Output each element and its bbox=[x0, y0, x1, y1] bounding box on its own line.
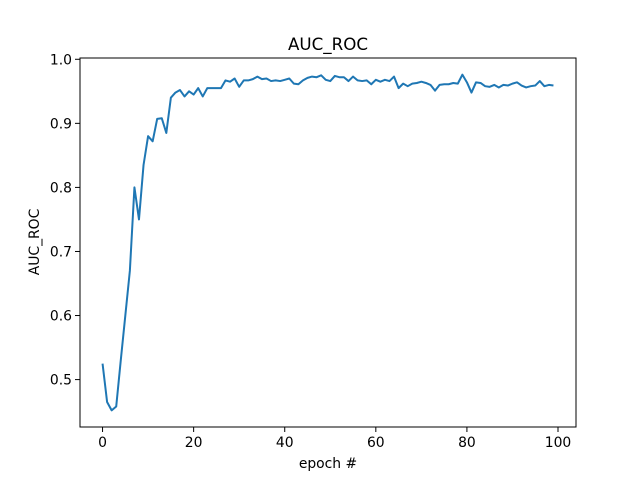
x-tick-label: 100 bbox=[545, 435, 572, 451]
y-tick-label: 1.0 bbox=[50, 52, 72, 68]
y-axis-label: AUC_ROC bbox=[27, 209, 43, 276]
x-tick-label: 40 bbox=[276, 435, 294, 451]
x-tick-label: 0 bbox=[98, 435, 107, 451]
x-tick-label: 80 bbox=[458, 435, 476, 451]
chart-title: AUC_ROC bbox=[288, 34, 368, 55]
y-tick-label: 0.6 bbox=[50, 309, 72, 325]
y-tick-label: 0.5 bbox=[50, 373, 72, 389]
x-axis-label: epoch # bbox=[299, 456, 357, 472]
x-tick-label: 20 bbox=[185, 435, 203, 451]
x-tick-label: 60 bbox=[367, 435, 385, 451]
y-tick-label: 0.7 bbox=[50, 244, 72, 260]
y-tick-label: 0.9 bbox=[50, 116, 72, 132]
axes-frame bbox=[79, 57, 577, 428]
y-tick-label: 0.8 bbox=[50, 180, 72, 196]
data-line bbox=[101, 73, 554, 412]
